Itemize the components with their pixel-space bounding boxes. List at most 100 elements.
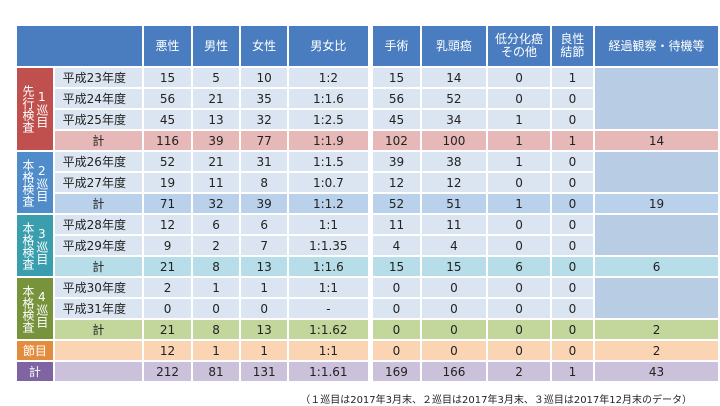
value-cell: 0	[551, 278, 594, 297]
value-cell: 102	[373, 131, 420, 150]
table-row: 平成29年度 9 2 7 1:1.35 4 4 0 0	[17, 236, 718, 255]
group-label-column: 3巡目	[34, 226, 49, 265]
value-cell: 39	[373, 152, 420, 171]
value-cell: 38	[421, 152, 487, 171]
group-label-4: 本格検査 4巡目	[17, 278, 53, 339]
column-gap	[369, 110, 372, 129]
value-cell: 11	[421, 215, 487, 234]
subtotal-row: 計 71 32 39 1:1.2 52 51 1 0 19	[17, 194, 718, 213]
group-label-column: 本格検査	[20, 284, 35, 333]
column-gap	[369, 215, 372, 234]
value-cell: 100	[421, 131, 487, 150]
value-cell: 21	[193, 152, 240, 171]
group-label-1-text: 先行検査 1巡目	[17, 68, 53, 150]
value-cell: 1	[488, 194, 550, 213]
value-cell: 39	[241, 194, 288, 213]
column-gap	[369, 278, 372, 297]
column-header: 男性	[193, 26, 240, 66]
group-label-2: 本格検査 2巡目	[17, 152, 53, 213]
value-cell: 1	[551, 68, 594, 87]
column-gap	[369, 257, 372, 276]
group-label-column: 本格検査	[20, 221, 35, 270]
value-cell: 0	[241, 299, 288, 318]
subtotal-row: 計 116 39 77 1:1.9 102 100 1 1 14	[17, 131, 718, 150]
group-label-column: 1巡目	[34, 90, 49, 128]
value-cell: 1	[193, 278, 240, 297]
setsume-row-label: 節目	[17, 341, 53, 360]
value-cell: 32	[241, 110, 288, 129]
column-header-line: 女性	[252, 38, 277, 53]
value-cell: 1:1.9	[289, 131, 368, 150]
column-gap	[369, 68, 372, 87]
value-cell: 1:1	[289, 341, 368, 360]
value-cell: 1:1.2	[289, 194, 368, 213]
value-cell: 0	[421, 341, 487, 360]
value-cell: 5	[193, 68, 240, 87]
row-label: 平成26年度	[54, 152, 142, 171]
table-row: 本格検査 3巡目 平成28年度 12 6 6 1:1 11 11 0 0	[17, 215, 718, 276]
value-cell: 131	[241, 362, 288, 381]
value-cell: 169	[373, 362, 420, 381]
value-cell: 12	[421, 173, 487, 192]
row-label: 平成28年度	[54, 215, 142, 234]
column-header-line: 男性	[204, 38, 229, 53]
value-cell: 15	[373, 68, 420, 87]
value-cell: 0	[421, 320, 487, 339]
value-cell: 0	[373, 341, 420, 360]
value-cell: 6	[595, 257, 718, 276]
column-gap	[369, 362, 372, 381]
table-row: 本格検査 4巡目 平成30年度 2 1 1 1:1 0 0 0 0	[17, 278, 718, 339]
column-header: 女性	[241, 26, 288, 66]
table-row: 平成25年度 45 13 32 1:2.5 45 34 1 0	[17, 110, 718, 129]
value-cell: 1:1.6	[289, 89, 368, 108]
value-cell: 1:1.35	[289, 236, 368, 255]
value-cell: 71	[144, 194, 192, 213]
group-label-3-text: 本格検査 3巡目	[17, 215, 53, 276]
value-cell: 0	[373, 320, 420, 339]
value-cell: 0	[488, 299, 550, 318]
footnote: （１巡目は2017年3月末、２巡目は2017年3月末、３巡目は2017年12月末…	[300, 395, 692, 406]
column-gap	[369, 173, 372, 192]
column-header-line: 結節	[560, 45, 585, 59]
value-cell: 116	[144, 131, 192, 150]
value-cell: 0	[551, 194, 594, 213]
value-cell: 0	[373, 299, 420, 318]
value-cell: 13	[193, 110, 240, 129]
value-cell: 0	[488, 320, 550, 339]
value-cell: 35	[241, 89, 288, 108]
value-cell: 2	[144, 278, 192, 297]
grand-total-row-blank	[54, 362, 142, 381]
value-cell: 0	[193, 299, 240, 318]
value-cell: 8	[241, 173, 288, 192]
value-cell: 0	[488, 173, 550, 192]
subtotal-label: 計	[54, 320, 142, 339]
row-label: 平成30年度	[54, 278, 142, 297]
value-cell: 11	[193, 173, 240, 192]
value-cell: 9	[144, 236, 192, 255]
column-gap	[369, 341, 372, 360]
subtotal-row: 計 21 8 13 1:1.6 15 15 6 0 6	[17, 257, 718, 276]
value-cell: 13	[241, 257, 288, 276]
header-corner	[17, 26, 142, 66]
value-cell: 81	[193, 362, 240, 381]
value-cell: 6	[488, 257, 550, 276]
value-cell: 0	[144, 299, 192, 318]
value-cell: 11	[373, 215, 420, 234]
value-cell: 1:1	[289, 215, 368, 234]
value-cell: 13	[241, 320, 288, 339]
value-cell: -	[289, 299, 368, 318]
observation-span	[595, 278, 718, 318]
value-cell: 52	[421, 89, 487, 108]
value-cell: 7	[241, 236, 288, 255]
value-cell: 10	[241, 68, 288, 87]
value-cell: 0	[488, 236, 550, 255]
value-cell: 0	[421, 299, 487, 318]
value-cell: 77	[241, 131, 288, 150]
group-label-2-text: 本格検査 2巡目	[17, 152, 53, 213]
value-cell: 1:1.62	[289, 320, 368, 339]
value-cell: 0	[488, 341, 550, 360]
group-label-column: 4巡目	[34, 289, 49, 328]
header-row: 悪性 男性 女性 男女比 手術 乳頭癌 低分化癌 その他 良性 結節 経過観察・待機等	[17, 26, 718, 66]
value-cell: 2	[595, 320, 718, 339]
column-header: 悪性	[144, 26, 192, 66]
